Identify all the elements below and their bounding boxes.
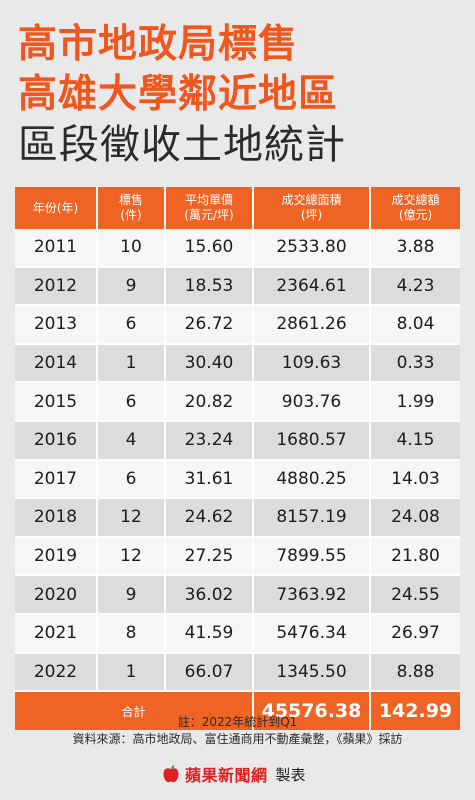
cell-avg-price: 66.07 bbox=[165, 652, 254, 693]
cell-year: 2012 bbox=[15, 266, 98, 307]
footnotes: 註：2022年統計到Q1 資料來源：高市地政局、富住通商用不動產彙整，《蘋果》採… bbox=[0, 714, 475, 748]
table-row: 2020 9 36.02 7363.92 24.55 bbox=[15, 575, 460, 615]
total-area: 45576.38 bbox=[253, 691, 371, 731]
table-row: 2015 6 20.82 903.76 1.99 bbox=[15, 382, 460, 422]
cell-total-amount: 3.88 bbox=[370, 229, 460, 268]
table-row: 2022 1 66.07 1345.50 8.88 bbox=[15, 652, 460, 693]
cell-total-area: 4880.25 bbox=[253, 459, 371, 500]
cell-count: 6 bbox=[97, 382, 166, 422]
cell-total-area: 109.63 bbox=[253, 343, 371, 384]
title-line-1: 高市地政局標售 bbox=[18, 22, 299, 67]
table-total-row: 合計 45576.38 142.99 bbox=[15, 691, 460, 731]
footnote-note: 註：2022年統計到Q1 bbox=[177, 715, 298, 729]
cell-year: 2021 bbox=[15, 613, 98, 654]
header-count: 標售 (件) bbox=[97, 187, 166, 229]
cell-total-area: 2533.80 bbox=[253, 229, 371, 268]
cell-avg-price: 15.60 bbox=[165, 229, 254, 268]
table-row: 2017 6 31.61 4880.25 14.03 bbox=[15, 459, 460, 500]
cell-count: 8 bbox=[97, 613, 166, 654]
cell-count: 6 bbox=[97, 459, 166, 500]
cell-count: 1 bbox=[97, 343, 166, 384]
cell-year: 2014 bbox=[15, 343, 98, 384]
title-line-3: 區段徵收土地統計 bbox=[18, 122, 346, 168]
cell-avg-price: 24.62 bbox=[165, 498, 254, 538]
cell-avg-price: 41.59 bbox=[165, 613, 254, 654]
cell-year: 2013 bbox=[15, 305, 98, 345]
cell-total-amount: 24.55 bbox=[370, 575, 460, 615]
table-row: 2011 10 15.60 2533.80 3.88 bbox=[15, 229, 460, 268]
cell-total-area: 7899.55 bbox=[253, 536, 371, 577]
statistics-table: 年份(年) 標售 (件) 平均單價 (萬元/坪) 成交總面積 (坪) 成交總額 (億元)… bbox=[15, 187, 460, 731]
cell-year: 2011 bbox=[15, 229, 98, 268]
table-row: 2013 6 26.72 2861.26 8.04 bbox=[15, 305, 460, 345]
cell-count: 10 bbox=[97, 229, 166, 268]
cell-avg-price: 31.61 bbox=[165, 459, 254, 500]
cell-total-amount: 1.99 bbox=[370, 382, 460, 422]
cell-year: 2019 bbox=[15, 536, 98, 577]
header-total-area: 成交總面積 (坪) bbox=[253, 187, 371, 229]
cell-total-amount: 4.15 bbox=[370, 420, 460, 461]
cell-total-area: 2861.26 bbox=[253, 305, 371, 345]
cell-total-amount: 4.23 bbox=[370, 266, 460, 307]
footnote-source: 資料來源：高市地政局、富住通商用不動產彙整，《蘋果》採訪 bbox=[72, 732, 403, 746]
brand-suffix: 製表 bbox=[275, 765, 306, 784]
cell-total-area: 1345.50 bbox=[253, 652, 371, 693]
cell-year: 2022 bbox=[15, 652, 98, 693]
header-year: 年份(年) bbox=[15, 187, 98, 229]
cell-year: 2016 bbox=[15, 420, 98, 461]
table-row: 2016 4 23.24 1680.57 4.15 bbox=[15, 420, 460, 461]
cell-count: 1 bbox=[97, 652, 166, 693]
cell-total-amount: 24.08 bbox=[370, 498, 460, 538]
cell-avg-price: 23.24 bbox=[165, 420, 254, 461]
cell-avg-price: 30.40 bbox=[165, 343, 254, 384]
table-row: 2018 12 24.62 8157.19 24.08 bbox=[15, 498, 460, 538]
cell-total-amount: 8.04 bbox=[370, 305, 460, 345]
cell-count: 6 bbox=[97, 305, 166, 345]
brand-name: 蘋果新聞網 bbox=[185, 766, 268, 785]
cell-year: 2017 bbox=[15, 459, 98, 500]
cell-avg-price: 18.53 bbox=[165, 266, 254, 307]
cell-count: 12 bbox=[97, 498, 166, 538]
cell-count: 4 bbox=[97, 420, 166, 461]
table-row: 2019 12 27.25 7899.55 21.80 bbox=[15, 536, 460, 577]
cell-avg-price: 27.25 bbox=[165, 536, 254, 577]
total-amount: 142.99 bbox=[370, 691, 460, 731]
cell-year: 2015 bbox=[15, 382, 98, 422]
table-row: 2021 8 41.59 5476.34 26.97 bbox=[15, 613, 460, 654]
cell-count: 9 bbox=[97, 575, 166, 615]
apple-icon bbox=[163, 765, 179, 783]
cell-total-area: 5476.34 bbox=[253, 613, 371, 654]
header-avg-price: 平均單價 (萬元/坪) bbox=[165, 187, 254, 229]
cell-total-amount: 0.33 bbox=[370, 343, 460, 384]
table-row: 2012 9 18.53 2364.61 4.23 bbox=[15, 266, 460, 307]
title-block: 高市地政局標售 高雄大學鄰近地區 區段徵收土地統計 bbox=[18, 20, 458, 170]
cell-total-amount: 21.80 bbox=[370, 536, 460, 577]
cell-count: 12 bbox=[97, 536, 166, 577]
total-label: 合計 bbox=[15, 691, 254, 731]
cell-total-area: 8157.19 bbox=[253, 498, 371, 538]
cell-total-area: 2364.61 bbox=[253, 266, 371, 307]
cell-total-area: 903.76 bbox=[253, 382, 371, 422]
table-row: 2014 1 30.40 109.63 0.33 bbox=[15, 343, 460, 384]
cell-total-amount: 26.97 bbox=[370, 613, 460, 654]
cell-year: 2018 bbox=[15, 498, 98, 538]
cell-total-amount: 14.03 bbox=[370, 459, 460, 500]
cell-count: 9 bbox=[97, 266, 166, 307]
cell-year: 2020 bbox=[15, 575, 98, 615]
cell-avg-price: 26.72 bbox=[165, 305, 254, 345]
cell-total-area: 7363.92 bbox=[253, 575, 371, 615]
title-line-2: 高雄大學鄰近地區 bbox=[18, 72, 339, 117]
header-total-amount: 成交總額 (億元) bbox=[370, 187, 460, 229]
cell-avg-price: 20.82 bbox=[165, 382, 254, 422]
table-header-row: 年份(年) 標售 (件) 平均單價 (萬元/坪) 成交總面積 (坪) 成交總額 (億元) bbox=[15, 187, 460, 229]
cell-total-amount: 8.88 bbox=[370, 652, 460, 693]
cell-total-area: 1680.57 bbox=[253, 420, 371, 461]
brand-signature: 蘋果新聞網 製表 bbox=[160, 762, 306, 786]
cell-avg-price: 36.02 bbox=[165, 575, 254, 615]
